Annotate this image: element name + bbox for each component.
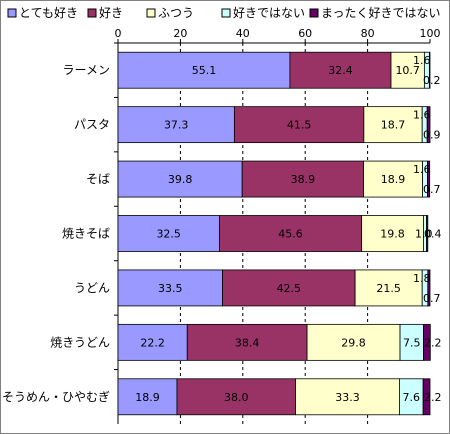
value-label-3-1: 45.6	[278, 228, 303, 241]
bar-5-2	[306, 323, 401, 361]
category-label-1: パスタ	[74, 118, 110, 132]
value-label-3-3: 1.0	[415, 228, 433, 241]
legend-swatch-4	[309, 8, 319, 18]
legend-label-3: 好きではない	[233, 6, 305, 20]
bar-5-0	[117, 323, 188, 361]
value-label-6-1: 38.0	[224, 391, 249, 404]
x-tick-label-5: 100	[420, 27, 441, 40]
bar-1-2	[363, 106, 423, 144]
bar-1-4	[426, 106, 431, 144]
value-label-4-4: 0.7	[423, 292, 441, 305]
bar-1-1	[233, 106, 365, 144]
value-label-0-2: 10.7	[395, 64, 420, 77]
category-label-6: そうめん・ひやむぎ	[2, 390, 110, 404]
legend-label-2: ふつう	[158, 6, 194, 20]
x-tick-label-0: 0	[115, 27, 122, 40]
value-label-5-1: 38.4	[235, 336, 260, 349]
value-label-3-0: 32.5	[156, 228, 181, 241]
bar-2-1	[241, 160, 364, 198]
value-label-4-0: 33.5	[158, 282, 183, 295]
bar-6-2	[295, 378, 400, 416]
bar-2-0	[117, 160, 243, 198]
value-label-0-3: 1.6	[413, 54, 431, 67]
bar-0-2	[390, 51, 425, 89]
value-label-5-0: 22.2	[140, 336, 165, 349]
value-label-2-1: 38.9	[291, 173, 316, 186]
value-label-1-3: 1.6	[413, 109, 431, 122]
x-tick-label-1: 20	[173, 27, 187, 40]
value-label-1-2: 18.7	[381, 119, 406, 132]
bar-4-1	[222, 269, 356, 307]
bar-4-2	[354, 269, 423, 307]
value-label-6-0: 18.9	[135, 391, 160, 404]
value-label-2-4: 0.7	[423, 183, 441, 196]
bar-0-1	[289, 51, 392, 89]
x-tick-label-4: 80	[361, 27, 375, 40]
bar-0-4	[428, 51, 431, 89]
value-label-0-4: 0.2	[423, 74, 441, 87]
category-label-2: そば	[86, 172, 110, 186]
bar-3-0	[117, 215, 220, 252]
value-label-3-4: 0.4	[424, 228, 442, 241]
bar-5-4	[423, 323, 431, 361]
value-label-1-4: 0.9	[423, 129, 441, 142]
legend-label-4: まったく好きではない	[321, 6, 441, 20]
legend-swatch-1	[87, 8, 97, 18]
value-label-6-2: 33.3	[335, 391, 360, 404]
bar-0-0	[117, 51, 291, 89]
legend-swatch-2	[146, 8, 156, 18]
value-label-4-1: 42.5	[277, 282, 302, 295]
x-tick-label-3: 60	[298, 27, 312, 40]
bar-6-4	[422, 378, 431, 416]
value-label-5-2: 29.8	[341, 336, 366, 349]
value-label-1-0: 37.3	[164, 119, 189, 132]
bar-6-1	[176, 378, 296, 416]
bar-4-0	[117, 269, 223, 307]
bars: 55.1 32.4 10.71.60.237.3 41.5 18.71.60.939.8…	[117, 51, 442, 416]
bar-1-0	[117, 106, 235, 144]
bar-4-4	[427, 269, 431, 307]
value-label-3-2: 19.8	[380, 228, 405, 241]
legend: とても好き 好き ふつう 好きではない まったく好きではない	[7, 6, 441, 20]
value-label-5-4: 2.2	[424, 336, 442, 349]
category-label-3: 焼きそば	[62, 227, 110, 241]
value-label-2-3: 1.6	[413, 163, 431, 176]
value-label-0-1: 32.4	[328, 64, 353, 77]
bar-3-2	[361, 215, 424, 252]
legend-swatch-3	[221, 8, 231, 18]
value-label-1-1: 41.5	[287, 119, 312, 132]
bar-3-4	[426, 215, 429, 252]
bar-2-4	[427, 160, 431, 198]
value-label-6-3: 7.6	[403, 391, 421, 404]
value-label-5-3: 7.5	[403, 336, 421, 349]
value-label-2-2: 18.9	[381, 173, 406, 186]
legend-label-1: 好き	[99, 6, 123, 20]
bar-5-1	[186, 323, 308, 361]
value-label-0-0: 55.1	[192, 64, 217, 77]
value-label-6-4: 2.2	[424, 391, 442, 404]
legend-label-0: とても好き	[19, 6, 78, 20]
value-label-4-3: 1.8	[413, 272, 431, 285]
bar-6-0	[117, 378, 178, 416]
legend-swatch-0	[7, 8, 17, 18]
value-label-4-2: 21.5	[376, 282, 401, 295]
x-tick-label-2: 40	[236, 27, 250, 40]
category-label-5: 焼きうどん	[50, 335, 110, 349]
category-label-4: うどん	[74, 281, 110, 295]
value-label-2-0: 39.8	[168, 173, 193, 186]
bar-2-2	[363, 160, 423, 198]
category-label-0: ラーメン	[62, 63, 110, 77]
